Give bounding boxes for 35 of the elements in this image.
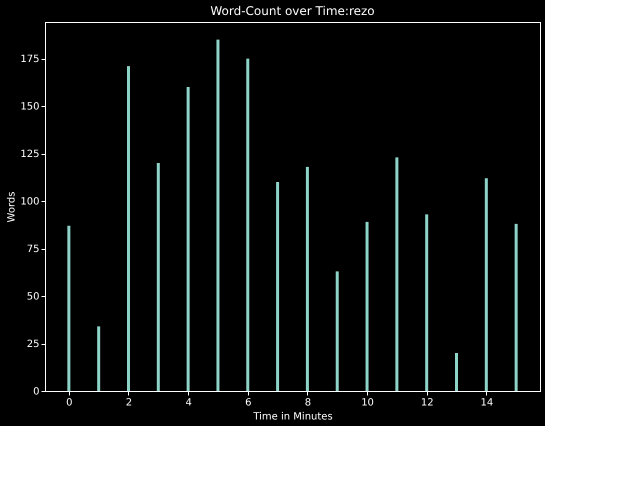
- x-tick-label: 8: [304, 398, 312, 408]
- x-axis-title: Time in Minutes: [252, 412, 333, 422]
- y-tick-label: 100: [20, 196, 40, 208]
- y-tick-label: 150: [20, 102, 40, 113]
- x-tick-label: 2: [126, 398, 132, 408]
- bar: [97, 326, 100, 391]
- bar: [514, 224, 518, 391]
- bar: [67, 226, 70, 391]
- x-tick-label: 0: [66, 398, 73, 408]
- x-tick-label: 12: [420, 398, 434, 408]
- y-tick-label: 25: [26, 339, 40, 350]
- bar: [484, 178, 488, 391]
- chart-title: Word-Count over Time:rezo: [210, 4, 375, 18]
- y-tick-label: 125: [20, 149, 40, 160]
- x-tick-label: 4: [185, 398, 192, 408]
- y-axis-title: Words: [6, 192, 18, 222]
- bar: [276, 182, 280, 391]
- bar: [395, 157, 398, 391]
- x-tick-label: 6: [245, 398, 252, 408]
- y-tick-label: 75: [26, 244, 40, 256]
- bar: [156, 163, 160, 391]
- bar: [246, 58, 250, 391]
- bar: [366, 222, 369, 391]
- y-tick-label: 0: [33, 386, 40, 398]
- bar: [455, 353, 458, 391]
- bar: [216, 40, 220, 391]
- bar: [306, 166, 309, 391]
- x-tick-label: 10: [361, 398, 374, 408]
- y-tick-label: 50: [26, 292, 40, 303]
- bar: [425, 214, 428, 391]
- bar: [186, 87, 190, 391]
- bar: [126, 66, 130, 391]
- bar: [336, 271, 339, 391]
- y-tick-label: 175: [20, 54, 40, 66]
- x-tick-label: 14: [480, 398, 494, 408]
